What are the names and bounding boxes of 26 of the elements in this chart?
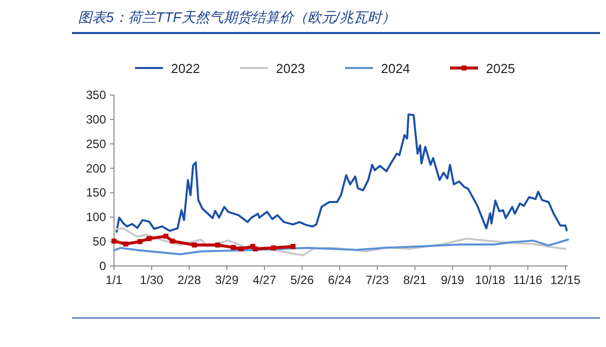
x-tick-label: 4/27 (252, 273, 276, 287)
x-tick-label: 5/26 (290, 273, 314, 287)
y-tick-label: 150 (86, 186, 106, 200)
x-tick-label: 1/1 (106, 273, 123, 287)
y-tick-label: 0 (99, 259, 106, 273)
y-tick-label: 300 (86, 112, 106, 126)
chart-title: 图表5：荷兰TTF天然气期货结算价（欧元/兆瓦时） (78, 9, 396, 25)
legend-label: 2023 (276, 61, 305, 76)
legend-label: 2022 (171, 61, 200, 76)
x-tick-label: 10/18 (475, 273, 506, 287)
x-tick-label: 7/23 (366, 273, 390, 287)
y-tick-label: 50 (92, 234, 106, 249)
x-tick-label: 11/16 (513, 273, 543, 287)
x-tick-label: 2/28 (178, 273, 202, 287)
legend-label: 2024 (381, 61, 410, 76)
x-tick-label: 9/19 (440, 273, 465, 287)
x-tick-label: 6/24 (328, 273, 352, 287)
y-tick-label: 100 (86, 210, 106, 224)
x-tick-label: 3/29 (215, 273, 239, 287)
y-tick-label: 200 (86, 161, 106, 176)
x-tick-label: 12/15 (550, 273, 581, 287)
y-tick-label: 250 (86, 136, 106, 151)
x-tick-label: 1/30 (140, 273, 164, 287)
x-tick-label: 8/21 (403, 273, 427, 287)
legend-label: 2025 (486, 61, 515, 76)
y-tick-label: 350 (86, 88, 106, 102)
